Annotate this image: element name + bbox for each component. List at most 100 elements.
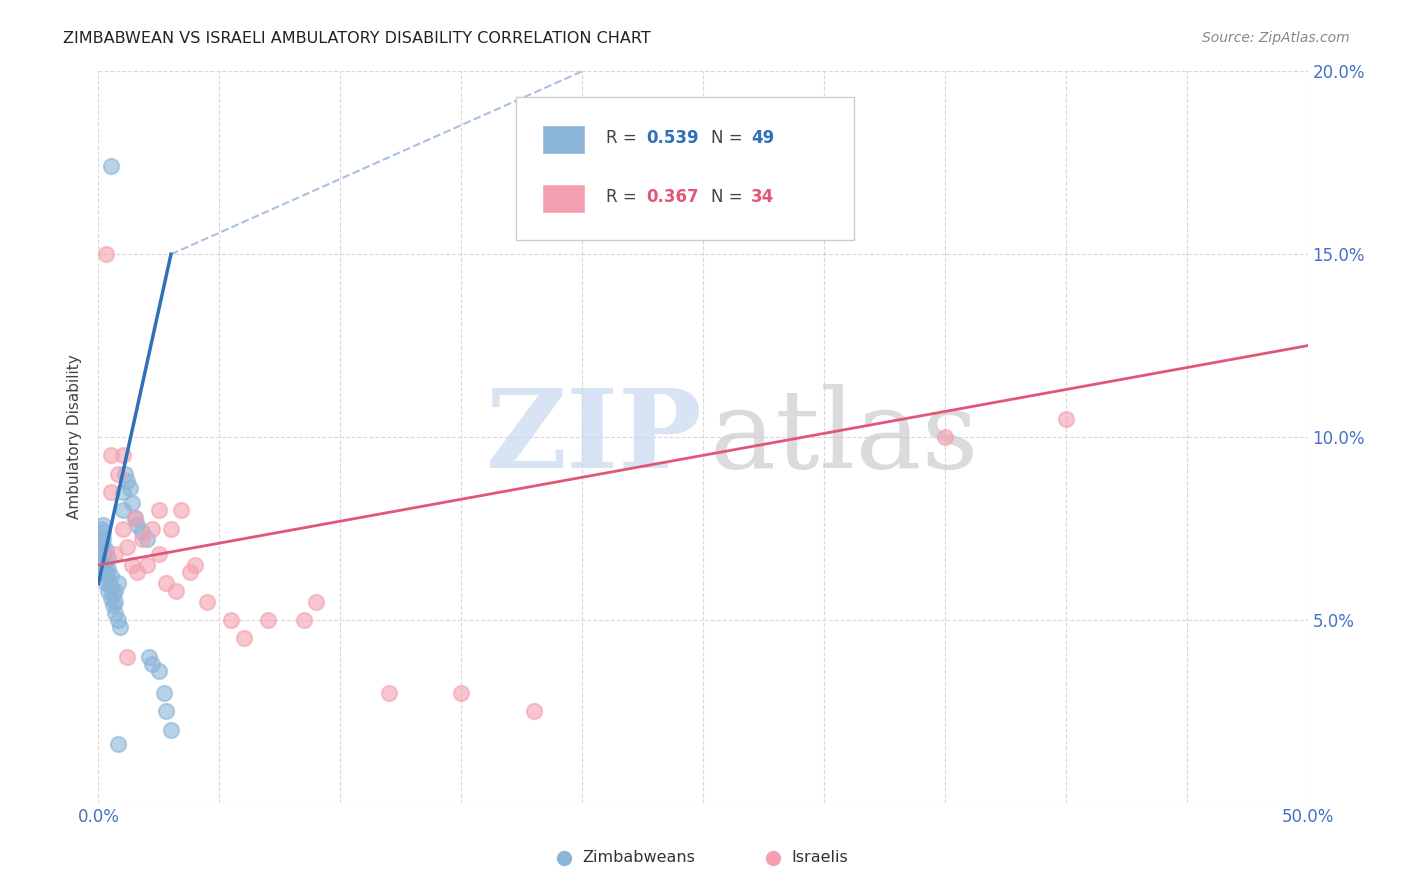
Point [97, 562, 120, 576]
Point [104, 594, 127, 608]
FancyBboxPatch shape [516, 97, 855, 240]
Point [138, 649, 160, 664]
Point [91, 525, 114, 540]
Text: ZIMBABWEAN VS ISRAELI AMBULATORY DISABILITY CORRELATION CHART: ZIMBABWEAN VS ISRAELI AMBULATORY DISABIL… [63, 31, 651, 46]
Point [305, 594, 328, 608]
Point [114, 467, 136, 481]
Point [124, 510, 146, 524]
FancyBboxPatch shape [543, 125, 585, 154]
Point [131, 525, 153, 540]
Point [100, 160, 122, 174]
Point [155, 705, 177, 719]
Point [90, 540, 112, 554]
Text: R =: R = [606, 188, 643, 206]
Point [256, 613, 278, 627]
Point [141, 521, 163, 535]
Text: N =: N = [711, 129, 748, 147]
Point [101, 599, 124, 613]
Point [160, 521, 183, 535]
Point [135, 533, 157, 547]
Point [111, 521, 134, 535]
Point [160, 723, 183, 737]
Point [1054, 412, 1077, 426]
Point [91, 540, 114, 554]
Point [934, 430, 956, 444]
Text: Zimbabweans: Zimbabweans [582, 850, 695, 865]
Text: Source: ZipAtlas.com: Source: ZipAtlas.com [1202, 31, 1350, 45]
Point [104, 547, 127, 561]
Point [117, 540, 139, 554]
Point [107, 576, 129, 591]
Point [155, 576, 177, 591]
Point [523, 705, 546, 719]
Point [148, 547, 170, 561]
Point [165, 583, 187, 598]
Point [184, 558, 207, 573]
Text: atlas: atlas [709, 384, 979, 491]
Point [91, 517, 114, 532]
Point [127, 566, 149, 580]
Point [100, 569, 122, 583]
Text: Israelis: Israelis [792, 850, 848, 865]
Point [141, 657, 163, 671]
Text: R =: R = [606, 129, 643, 147]
Point [148, 664, 170, 678]
Point [117, 649, 139, 664]
Point [169, 503, 191, 517]
Point [100, 485, 122, 500]
Point [111, 448, 134, 462]
Point [91, 566, 114, 580]
Point [94, 247, 117, 261]
Point [111, 485, 134, 500]
Point [121, 496, 143, 510]
Point [135, 558, 157, 573]
Point [90, 521, 112, 535]
Point [292, 613, 315, 627]
Point [97, 550, 120, 565]
Point [111, 503, 134, 517]
Text: 0.539: 0.539 [647, 129, 699, 147]
Point [124, 510, 146, 524]
Point [91, 533, 114, 547]
Point [94, 554, 117, 568]
Point [91, 554, 114, 568]
Point [91, 547, 114, 561]
Point [127, 517, 149, 532]
FancyBboxPatch shape [543, 184, 585, 213]
Point [107, 737, 129, 751]
Point [90, 533, 112, 547]
Point [107, 467, 129, 481]
Point [90, 558, 112, 573]
Text: ZIP: ZIP [486, 384, 703, 491]
Point [104, 583, 127, 598]
Point [131, 533, 153, 547]
Point [179, 566, 201, 580]
Point [148, 503, 170, 517]
Point [107, 613, 129, 627]
Point [100, 580, 122, 594]
Point [94, 566, 117, 580]
Text: 0.367: 0.367 [647, 188, 699, 206]
Point [221, 613, 243, 627]
Point [100, 591, 122, 605]
Y-axis label: Ambulatory Disability: Ambulatory Disability [67, 355, 83, 519]
Point [152, 686, 174, 700]
Point [97, 573, 120, 587]
Point [377, 686, 399, 700]
Point [100, 448, 122, 462]
Text: 34: 34 [751, 188, 775, 206]
Point [108, 620, 131, 634]
Point [97, 583, 120, 598]
Point [104, 606, 127, 620]
Point [118, 481, 141, 495]
Point [195, 594, 218, 608]
Point [90, 547, 112, 561]
Point [121, 558, 143, 573]
Point [232, 632, 254, 646]
Point [101, 587, 124, 601]
Point [94, 543, 117, 558]
Text: 49: 49 [751, 129, 775, 147]
Point [450, 686, 472, 700]
Text: N =: N = [711, 188, 748, 206]
Point [117, 474, 139, 488]
